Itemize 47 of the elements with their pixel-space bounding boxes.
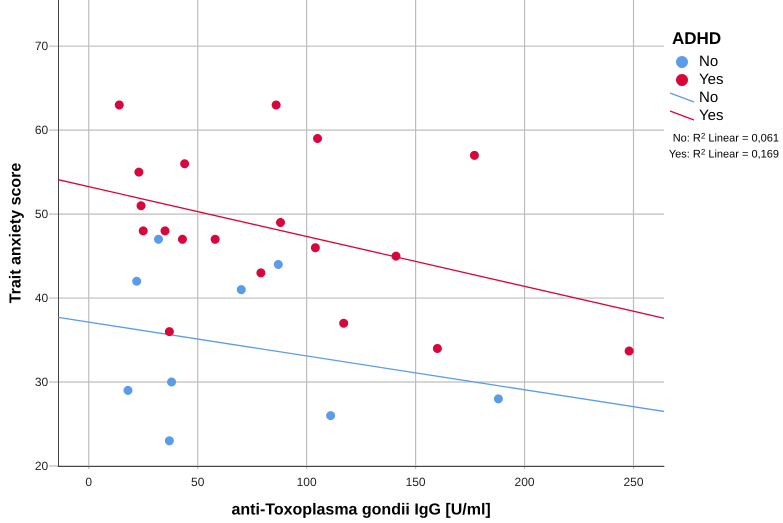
y-tick-label: 70 [34, 39, 49, 54]
y-tick-label: 30 [34, 375, 49, 390]
point [132, 276, 142, 286]
x-tick-label: 250 [623, 475, 644, 489]
point [391, 252, 400, 261]
point [114, 100, 124, 110]
point [210, 234, 220, 244]
point [470, 150, 479, 160]
x-tick-label: 0 [85, 475, 92, 489]
point [339, 318, 348, 328]
point [178, 234, 187, 244]
x-tick-label: 100 [296, 475, 317, 489]
point [167, 378, 176, 387]
point [138, 226, 148, 236]
point [180, 159, 190, 168]
point [313, 134, 322, 144]
point [164, 327, 174, 336]
legend-label: Yes [699, 71, 724, 88]
x-axis-title: anti-Toxoplasma gondii IgG [U/ml] [231, 502, 491, 518]
point [274, 260, 283, 269]
point [624, 346, 634, 356]
point [432, 344, 442, 353]
point [236, 285, 246, 294]
x-tick-label: 150 [406, 475, 426, 489]
point [326, 411, 336, 420]
y-tick-label: 60 [34, 123, 49, 138]
point [154, 234, 163, 244]
point [272, 100, 281, 110]
legend-label: Yes [699, 107, 724, 124]
legend-label: No [699, 53, 718, 70]
x-tick-label: 50 [191, 475, 205, 489]
point [256, 268, 266, 278]
point [134, 168, 144, 177]
legend-title: ADHD [672, 29, 722, 48]
point [160, 226, 170, 236]
point [310, 243, 320, 252]
x-tick-label: 200 [514, 475, 535, 489]
point [276, 218, 285, 227]
y-axis-title: Trait anxiety score [8, 162, 24, 304]
point [136, 201, 146, 210]
y-tick-label: 40 [34, 291, 49, 306]
y-tick-label: 20 [34, 459, 49, 473]
point [164, 436, 174, 446]
legend-label: No [699, 89, 718, 106]
point [494, 394, 503, 404]
y-tick-label: 50 [34, 207, 49, 222]
point [123, 386, 132, 395]
